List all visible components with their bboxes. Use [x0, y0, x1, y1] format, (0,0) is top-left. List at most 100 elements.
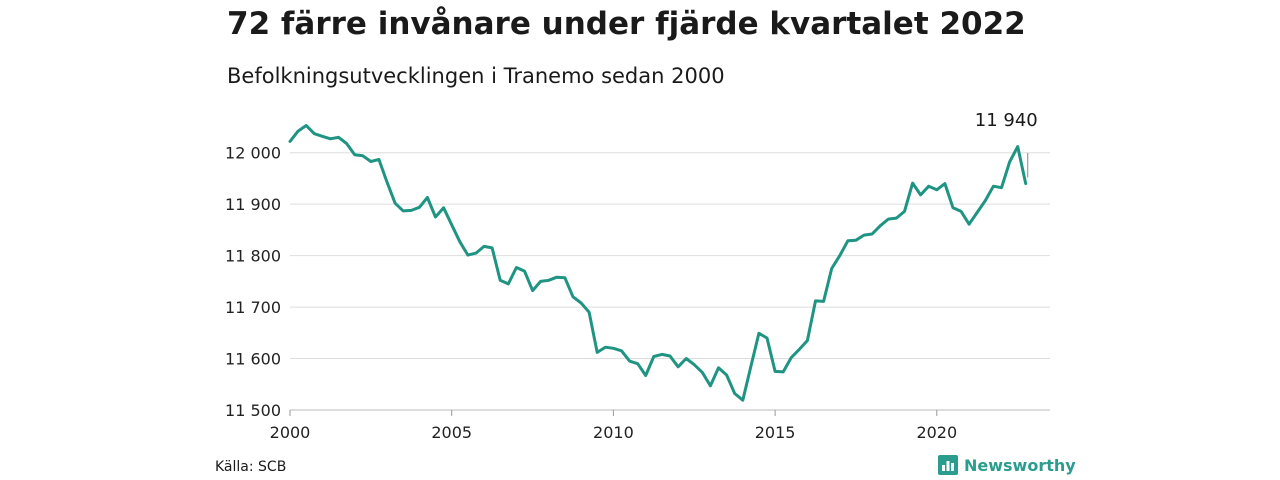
data-point — [512, 264, 520, 272]
data-point — [415, 203, 423, 211]
data-point — [957, 207, 965, 215]
data-point — [739, 396, 747, 404]
x-tick-label: 2020 — [916, 423, 957, 442]
data-point — [609, 344, 617, 352]
data-point — [828, 265, 836, 273]
data-point — [1022, 180, 1030, 188]
grid-lines — [290, 152, 1050, 411]
data-point — [545, 276, 553, 284]
series-layer — [286, 122, 1030, 404]
data-point — [326, 135, 334, 143]
data-point — [1006, 158, 1014, 166]
data-point — [965, 220, 973, 228]
data-point — [706, 382, 714, 390]
data-point — [601, 343, 609, 351]
data-point — [690, 361, 698, 369]
data-point — [715, 364, 723, 372]
data-point — [747, 362, 755, 370]
data-point — [391, 199, 399, 207]
axis-ticks: 11 500 11 600 11 700 11 800 11 900 12 000 2000… — [225, 144, 957, 442]
data-point — [981, 197, 989, 205]
data-point — [367, 158, 375, 166]
data-point — [642, 372, 650, 380]
data-point — [812, 297, 820, 305]
data-point — [820, 297, 828, 305]
data-point — [876, 222, 884, 230]
data-point — [666, 352, 674, 360]
bar-chart-icon — [938, 455, 958, 475]
x-tick-label: 2010 — [593, 423, 634, 442]
data-point — [787, 354, 795, 362]
chart-title: 72 färre invånare under fjärde kvartalet… — [227, 6, 1026, 42]
data-point — [933, 186, 941, 194]
data-point — [335, 133, 343, 141]
data-point — [949, 204, 957, 212]
data-point — [989, 182, 997, 190]
data-point — [383, 178, 391, 186]
y-tick-label: 12 000 — [225, 144, 281, 163]
data-point — [860, 231, 868, 239]
data-point — [755, 329, 763, 337]
data-point — [892, 214, 900, 222]
data-point — [844, 237, 852, 245]
brand-logo[interactable]: Newsworthy — [938, 455, 1076, 475]
brand-name: Newsworthy — [964, 455, 1076, 475]
data-point — [399, 207, 407, 215]
data-point — [884, 215, 892, 223]
data-point — [504, 280, 512, 288]
x-tick-label: 2005 — [431, 423, 472, 442]
data-point — [658, 350, 666, 358]
data-point — [569, 293, 577, 301]
data-point — [456, 238, 464, 246]
data-point — [440, 204, 448, 212]
data-point — [318, 132, 326, 140]
data-point — [496, 276, 504, 284]
data-point — [771, 367, 779, 375]
data-point — [917, 191, 925, 199]
data-point — [698, 368, 706, 376]
data-point — [561, 274, 569, 282]
data-point — [359, 152, 367, 160]
y-tick-label: 11 700 — [225, 298, 281, 317]
data-point — [432, 213, 440, 221]
data-point — [286, 137, 294, 145]
data-point — [1014, 143, 1022, 151]
data-point — [423, 194, 431, 202]
data-point — [674, 363, 682, 371]
data-point — [310, 130, 318, 138]
data-point — [925, 182, 933, 190]
annotation-layer: 11 940 — [975, 110, 1038, 178]
data-point — [407, 206, 415, 214]
data-point — [909, 179, 917, 187]
data-point — [779, 368, 787, 376]
data-point — [618, 347, 626, 355]
data-point — [553, 273, 561, 281]
y-tick-label: 11 900 — [225, 195, 281, 214]
data-point — [488, 244, 496, 252]
data-point — [868, 230, 876, 238]
data-point — [763, 334, 771, 342]
y-tick-label: 11 500 — [225, 401, 281, 420]
data-point — [537, 277, 545, 285]
data-point — [448, 221, 456, 229]
data-point — [941, 180, 949, 188]
data-point — [795, 345, 803, 353]
data-point — [626, 357, 634, 365]
series-line — [288, 124, 1028, 402]
data-point — [650, 353, 658, 361]
x-tick-label: 2000 — [270, 423, 311, 442]
last-value-label: 11 940 — [975, 110, 1038, 131]
data-point — [343, 140, 351, 148]
data-point — [852, 236, 860, 244]
data-point — [472, 249, 480, 257]
data-point — [351, 151, 359, 159]
data-point — [480, 242, 488, 250]
chart-subtitle: Befolkningsutvecklingen i Tranemo sedan … — [227, 64, 725, 88]
data-point — [294, 127, 302, 135]
data-point — [731, 390, 739, 398]
y-tick-label: 11 800 — [225, 247, 281, 266]
source-note: Källa: SCB — [215, 459, 287, 475]
y-tick-label: 11 600 — [225, 350, 281, 369]
data-point — [593, 348, 601, 356]
data-point — [302, 122, 310, 130]
